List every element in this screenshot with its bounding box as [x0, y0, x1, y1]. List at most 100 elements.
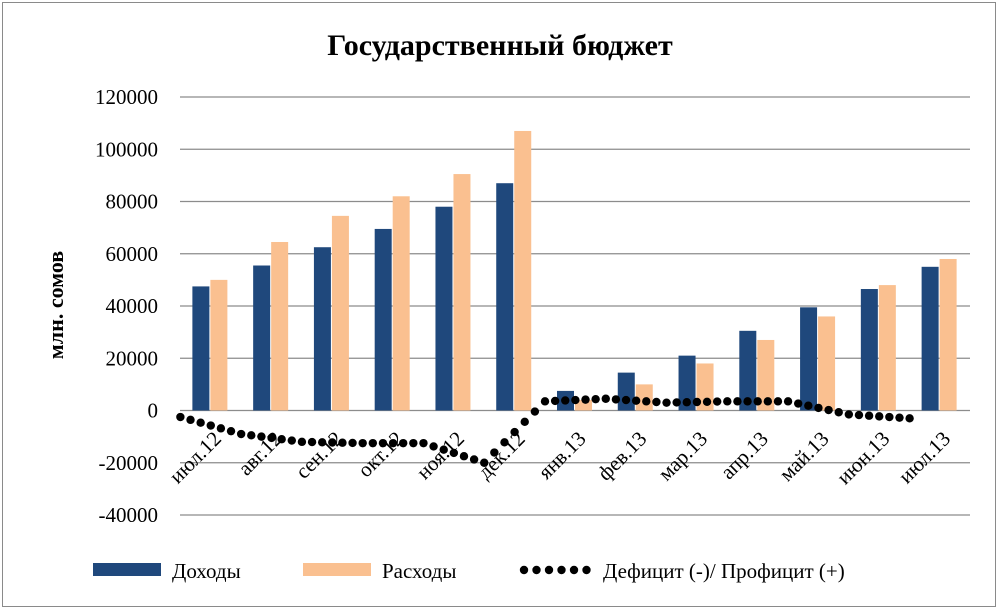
legend-swatch-deficit	[557, 565, 566, 575]
x-tick-label: окт.12	[353, 427, 408, 482]
x-tick-label: дек.12	[473, 427, 530, 484]
deficit-dot	[480, 458, 489, 467]
legend-swatch-deficit	[532, 565, 541, 575]
bar-expense	[575, 400, 592, 411]
deficit-dot	[753, 397, 762, 406]
bar-expense	[392, 196, 410, 411]
x-tick-label: май.13	[774, 427, 833, 486]
deficit-dot	[642, 397, 651, 406]
deficit-dot	[459, 452, 469, 461]
deficit-dot	[591, 394, 600, 404]
bar-income	[374, 228, 392, 411]
deficit-dot	[550, 396, 560, 406]
y-axis-label: млн. сомов	[43, 251, 68, 359]
bar-income	[800, 307, 818, 411]
deficit-dot	[307, 437, 317, 447]
deficit-dot	[804, 401, 813, 410]
bar-expense	[514, 130, 532, 411]
legend: Доходы Расходы Дефицит (-)/ Профицит (+)	[93, 559, 845, 583]
deficit-dot	[439, 445, 448, 454]
legend-label-income: Доходы	[172, 559, 241, 583]
deficit-dot	[834, 408, 843, 417]
bar-expense	[271, 241, 289, 411]
bar-expense	[878, 285, 896, 411]
deficit-dot	[844, 410, 854, 419]
bar-expense	[818, 316, 836, 411]
bar-income	[617, 372, 635, 411]
deficit-dot	[368, 438, 378, 448]
x-tick-label: фев.13	[593, 427, 652, 486]
legend-swatch-deficit	[582, 565, 591, 575]
bars	[192, 130, 957, 411]
deficit-dot	[176, 412, 185, 422]
deficit-dot	[277, 435, 286, 444]
deficit-dot	[672, 398, 681, 407]
y-tick-label: -20000	[99, 451, 159, 475]
deficit-dot	[419, 438, 428, 448]
bar-income	[192, 286, 210, 411]
deficit-dot	[581, 395, 590, 404]
bar-expense	[939, 258, 957, 411]
bar-income	[313, 247, 331, 411]
bar-expense	[757, 339, 775, 411]
deficit-dot	[702, 397, 712, 406]
bar-income	[435, 206, 453, 411]
deficit-dot	[794, 399, 803, 408]
deficit-dot	[317, 438, 327, 447]
y-tick-label: 120000	[95, 85, 158, 109]
deficit-dot	[631, 396, 641, 405]
y-tick-label: 20000	[106, 346, 159, 370]
x-tick-label: июн.13	[832, 427, 895, 490]
deficit-dot	[196, 418, 205, 427]
deficit-dot	[854, 410, 864, 420]
bar-expense	[331, 215, 349, 411]
deficit-dot	[510, 427, 519, 437]
deficit-dot	[429, 442, 438, 451]
deficit-dot	[236, 429, 246, 439]
legend-label-deficit: Дефицит (-)/ Профицит (+)	[603, 559, 845, 583]
deficit-dot	[712, 397, 722, 406]
bar-income	[678, 355, 696, 411]
bar-income	[739, 330, 757, 411]
legend-label-expense: Расходы	[382, 559, 456, 583]
deficit-dot	[388, 438, 398, 448]
deficit-dot	[216, 424, 226, 433]
y-tick-label: 60000	[106, 242, 159, 266]
deficit-dot	[328, 438, 337, 447]
deficit-dot	[561, 396, 570, 405]
y-tick-labels: 120000 100000 80000 60000 40000 20000 0 -20000 -…	[95, 85, 158, 527]
deficit-dot	[186, 415, 195, 425]
deficit-dot	[895, 413, 904, 422]
chart-title: Государственный бюджет	[327, 29, 673, 62]
y-tick-label: 80000	[106, 190, 159, 214]
deficit-dot	[297, 437, 307, 447]
deficit-dot	[692, 397, 702, 407]
deficit-dot	[287, 436, 296, 445]
deficit-dot	[611, 395, 621, 404]
deficit-dot	[885, 412, 894, 422]
deficit-dot	[824, 405, 833, 415]
deficit-dot	[662, 398, 671, 407]
x-tick-label: сен.12	[291, 427, 348, 484]
legend-swatch-expense	[303, 563, 371, 576]
deficit-dot	[864, 411, 874, 420]
deficit-dot	[773, 397, 783, 406]
y-tick-label: 0	[148, 399, 159, 423]
legend-swatch-income	[93, 563, 161, 576]
deficit-dot	[409, 438, 418, 448]
deficit-dot	[206, 421, 215, 430]
deficit-dot	[358, 438, 367, 448]
x-tick-label: июл.13	[894, 427, 956, 489]
deficit-dot	[875, 412, 884, 421]
deficit-dot	[814, 403, 823, 413]
deficit-dot	[267, 433, 276, 443]
deficit-dot	[783, 397, 793, 406]
y-tick-label: 100000	[95, 137, 158, 161]
deficit-dot	[571, 395, 580, 405]
bar-income	[253, 265, 271, 411]
deficit-dot	[338, 438, 347, 447]
x-tick-label: апр.13	[716, 427, 773, 484]
deficit-dot	[530, 407, 540, 416]
deficit-dot	[601, 394, 610, 403]
